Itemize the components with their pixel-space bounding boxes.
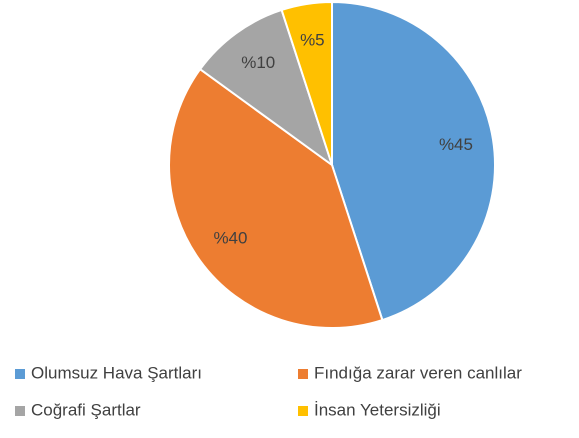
legend-swatch — [298, 369, 308, 379]
legend-label: Fındığa zarar veren canlılar — [314, 363, 522, 382]
legend-swatch — [298, 406, 308, 416]
pie-slice — [280, 0, 333, 166]
data-label: %10 — [241, 53, 275, 72]
legend-label: İnsan Yetersizliği — [314, 400, 441, 419]
data-label: %45 — [439, 135, 473, 154]
data-label: %40 — [213, 228, 247, 247]
legend-swatch — [15, 406, 25, 416]
legend-swatch — [15, 369, 25, 379]
legend-label: Olumsuz Hava Şartları — [31, 363, 202, 382]
legend-label: Coğrafi Şartlar — [31, 400, 141, 419]
pie-slice — [331, 0, 496, 322]
data-label: %5 — [300, 31, 325, 50]
pie-slice — [198, 8, 334, 168]
pie-slice — [168, 67, 384, 329]
